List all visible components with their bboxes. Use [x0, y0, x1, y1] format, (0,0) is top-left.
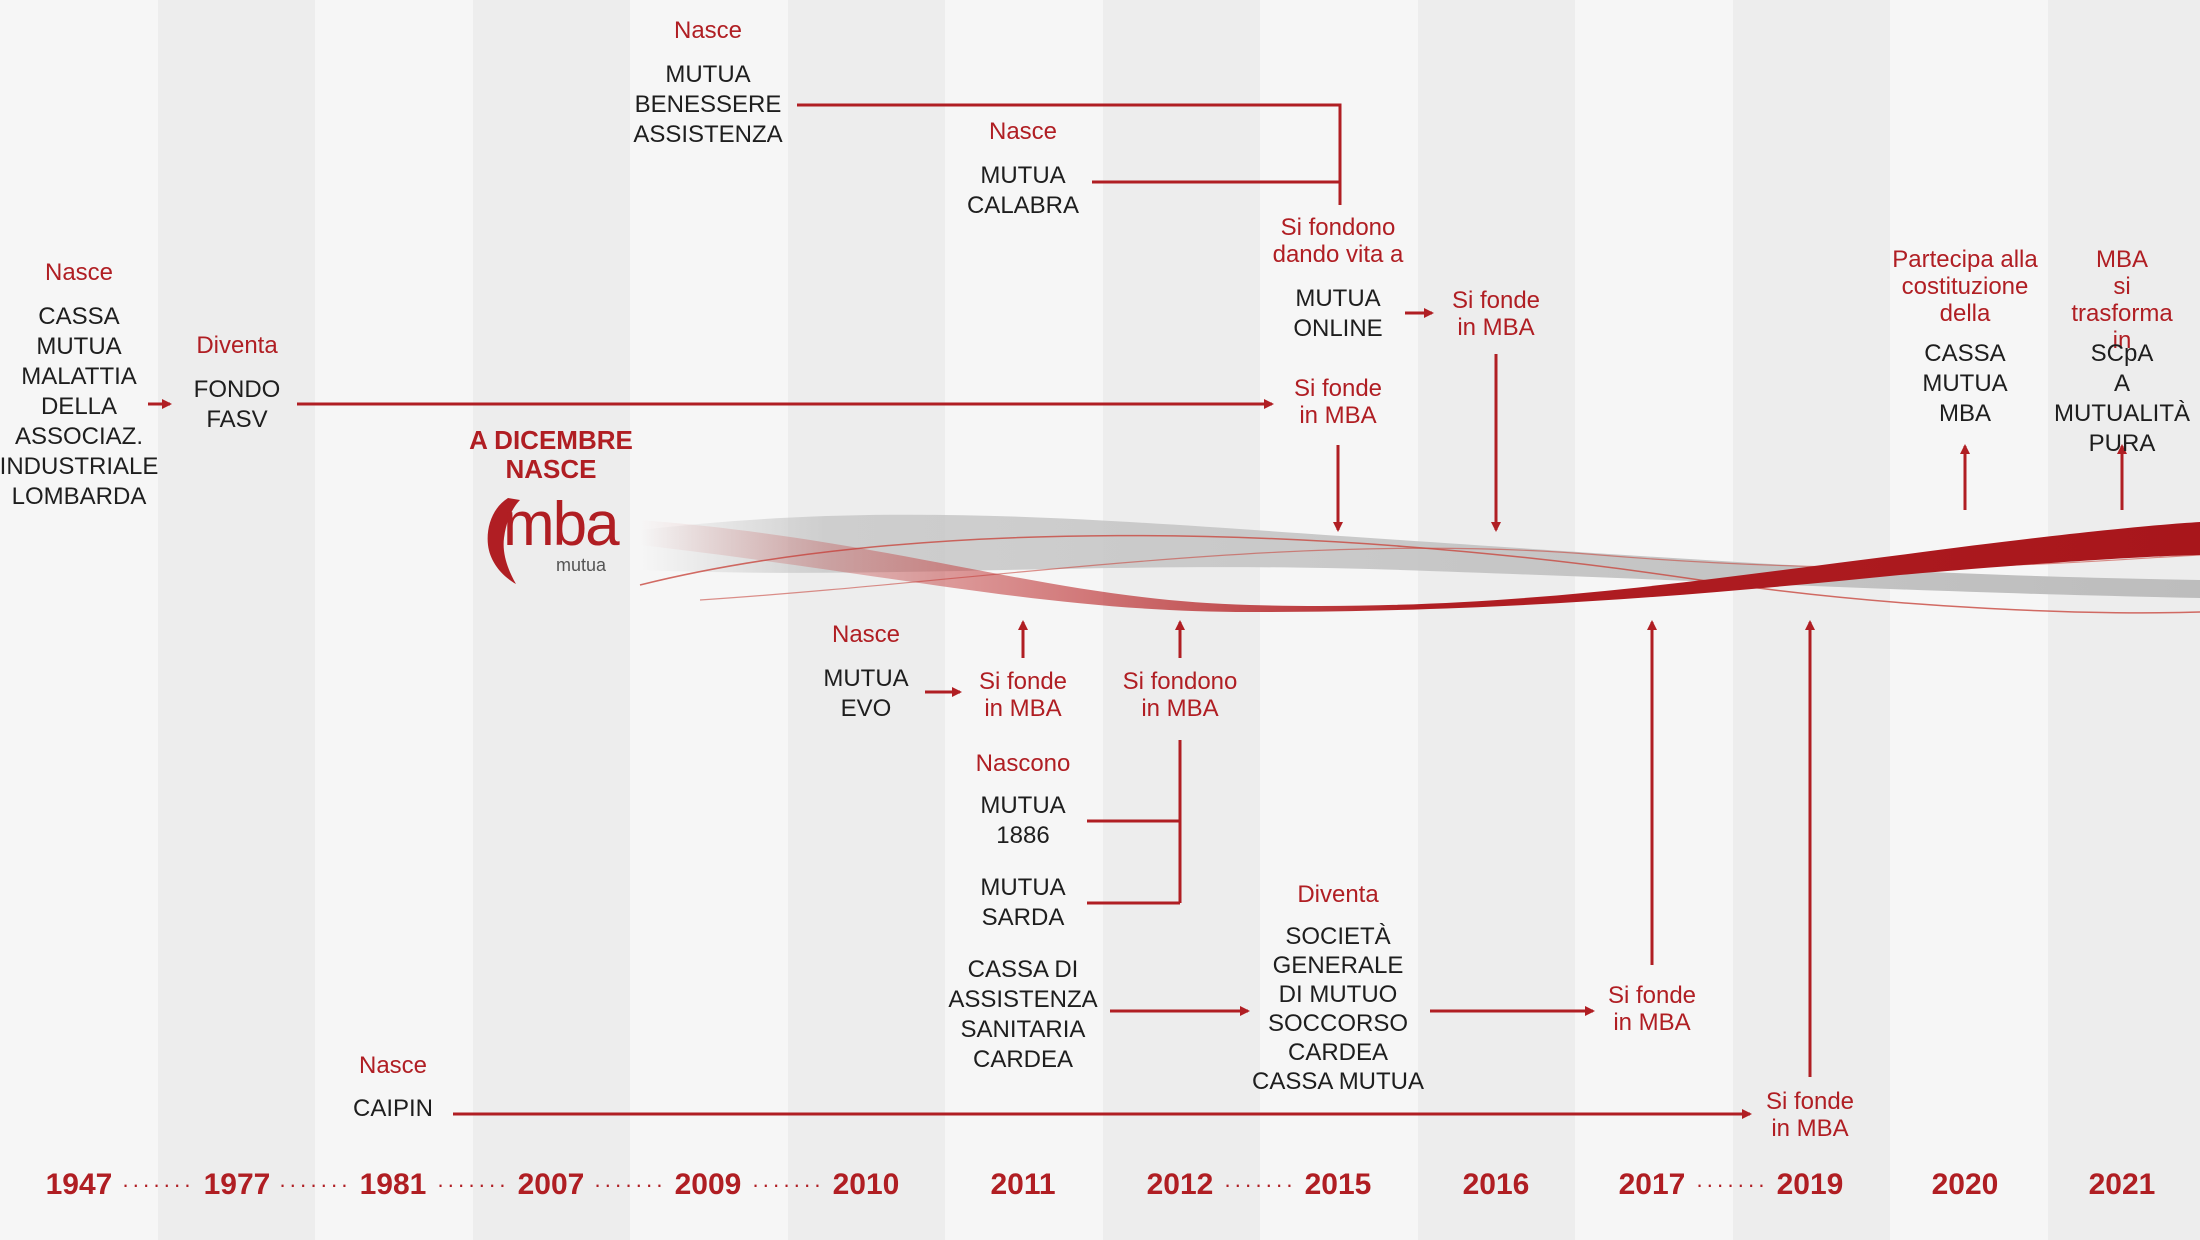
scpa-mutualita-pura: SCpA A MUTUALITÀ PURA [2054, 340, 2191, 457]
band-1947 [0, 0, 158, 1240]
year-dots: ······· [278, 1172, 352, 1197]
band-2020 [1890, 0, 2048, 1240]
calabra-nasce-label: Nasce [988, 118, 1058, 145]
cassa-mutua-mba: CASSA MUTUA MBA [1922, 340, 2008, 427]
partecipa-label: Partecipa alla costituzione della [1892, 246, 2038, 327]
year-2012: 2012 [1146, 1168, 1214, 1201]
band-2021 [2047, 0, 2200, 1240]
logo-mark: mba [503, 490, 620, 559]
band-1981 [315, 0, 473, 1240]
caipin-nasce-label: Nasce [358, 1052, 428, 1079]
mutua-evo: MUTUA EVO [823, 665, 909, 722]
sgms-merge-label: Si fonde in MBA [1607, 982, 1697, 1036]
band-2007 [472, 0, 630, 1240]
mba-shield-logo-icon [487, 498, 520, 584]
sgms-diventa-label: Diventa [1297, 881, 1379, 908]
fondono-merge-label: Si fondono in MBA [1122, 668, 1238, 722]
band-2009 [630, 0, 788, 1240]
online-merge-label: Si fonde in MBA [1451, 287, 1541, 341]
fondo-fasv: FONDO FASV [193, 376, 281, 433]
year-1981: 1981 [359, 1168, 427, 1201]
logo-sub: mutua [556, 555, 607, 575]
year-2007: 2007 [517, 1168, 585, 1201]
fasv-merge-label: Si fonde in MBA [1293, 375, 1383, 429]
fasv-diventa-label: Diventa [196, 332, 278, 359]
band-1977 [157, 0, 315, 1240]
year-dots: ······· [436, 1172, 510, 1197]
mutua-benessere-assistenza: MUTUA BENESSERE ASSISTENZA [633, 61, 783, 148]
year-1977: 1977 [203, 1168, 271, 1201]
year-2016: 2016 [1462, 1168, 1530, 1201]
year-dots: ······· [1223, 1172, 1297, 1197]
cassa-cardea: CASSA DI ASSISTENZA SANITARIA CARDEA [948, 956, 1098, 1073]
year-2011: 2011 [990, 1168, 1056, 1201]
caipin-merge-label: Si fonde in MBA [1765, 1088, 1855, 1142]
evo-nasce-label: Nasce [831, 621, 901, 648]
mutua-calabra: MUTUA CALABRA [966, 162, 1080, 219]
year-dots: ······· [593, 1172, 667, 1197]
year-dots: ······· [751, 1172, 825, 1197]
evo-merge-label: Si fonde in MBA [978, 668, 1068, 722]
cassa-nasce-label: Nasce [44, 259, 114, 286]
band-2010 [787, 0, 945, 1240]
year-2015: 2015 [1304, 1168, 1372, 1201]
year-1947: 1947 [45, 1168, 113, 1201]
year-2017: 2017 [1618, 1168, 1686, 1201]
online-label: Si fondono dando vita a [1272, 214, 1404, 268]
year-dots: ······· [1695, 1172, 1769, 1197]
trasforma-label: MBA si trasforma in [2071, 246, 2173, 354]
mutua-sarda: MUTUA SARDA [980, 874, 1066, 931]
caipin: CAIPIN [352, 1095, 434, 1122]
year-dots: ······· [121, 1172, 195, 1197]
year-2009: 2009 [674, 1168, 742, 1201]
year-2010: 2010 [832, 1168, 900, 1201]
year-2020: 2020 [1931, 1168, 1999, 1201]
mutua-online: MUTUA ONLINE [1293, 285, 1383, 342]
band-2015 [1260, 0, 1418, 1240]
societa-generale-cardea: SOCIETÀ GENERALE DI MUTUO SOCCORSO CARDE… [1251, 923, 1425, 1095]
nascono-label: Nascono [975, 750, 1071, 777]
mutua-1886: MUTUA 1886 [980, 792, 1066, 849]
benessere-nasce-label: Nasce [673, 17, 743, 44]
thin-red-line-1 [639, 534, 2200, 614]
year-2019: 2019 [1776, 1168, 1844, 1201]
band-2016 [1417, 0, 1575, 1240]
cassa-mutua-malattia: CASSA MUTUA MALATTIA DELLA ASSOCIAZ. IND… [0, 303, 159, 510]
red-ribbon [640, 520, 2200, 612]
year-2021: 2021 [2088, 1168, 2156, 1201]
logo-heading: A DICEMBRE NASCE [469, 425, 633, 484]
